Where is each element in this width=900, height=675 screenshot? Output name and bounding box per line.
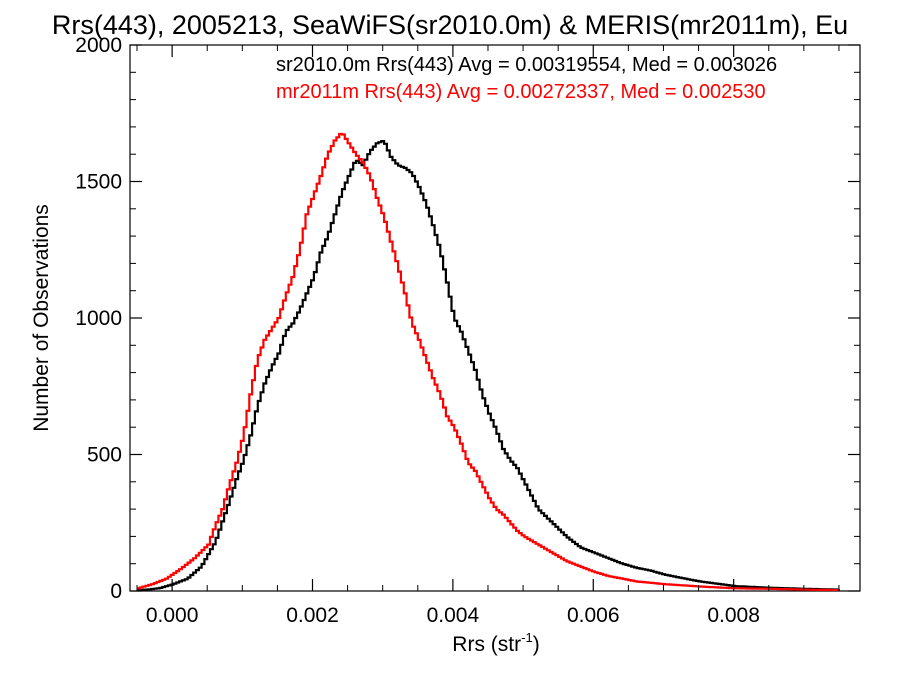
y-tick-label: 500 <box>87 444 122 467</box>
x-axis: 0.000 0.002 0.004 0.006 0.008 <box>136 45 840 627</box>
series-line-sr2010.0m <box>137 140 839 591</box>
x-tick-label: 0.008 <box>707 604 760 627</box>
y-axis-label: Number of Observations <box>30 204 53 432</box>
plot-area <box>137 132 840 591</box>
series-line-mr2011m <box>137 132 840 591</box>
y-tick-label: 0 <box>110 580 122 603</box>
x-tick-label: 0.002 <box>286 604 339 627</box>
x-axis-label-main: Rrs (str <box>452 633 521 656</box>
stat-text-black: sr2010.0m Rrs(443) Avg = 0.00319554, Med… <box>276 54 777 76</box>
y-axis: 0 500 1000 1500 2000 <box>75 34 860 603</box>
y-tick-label: 1000 <box>75 307 122 330</box>
x-axis-label: Rrs (str-1) <box>452 630 539 656</box>
stat-text-red: mr2011m Rrs(443) Avg = 0.00272337, Med =… <box>276 81 766 103</box>
y-tick-label: 2000 <box>75 34 122 57</box>
x-axis-label-close: ) <box>533 633 540 656</box>
legend-stats: sr2010.0m Rrs(443) Avg = 0.00319554, Med… <box>276 54 777 103</box>
x-axis-label-sup: -1 <box>521 630 533 645</box>
x-tick-label: 0.004 <box>427 604 480 627</box>
x-tick-label: 0.000 <box>146 604 199 627</box>
x-tick-label: 0.006 <box>567 604 620 627</box>
y-tick-label: 1500 <box>75 171 122 194</box>
plot-frame <box>129 44 861 592</box>
chart-title: Rrs(443), 2005213, SeaWiFS(sr2010.0m) & … <box>52 10 848 40</box>
